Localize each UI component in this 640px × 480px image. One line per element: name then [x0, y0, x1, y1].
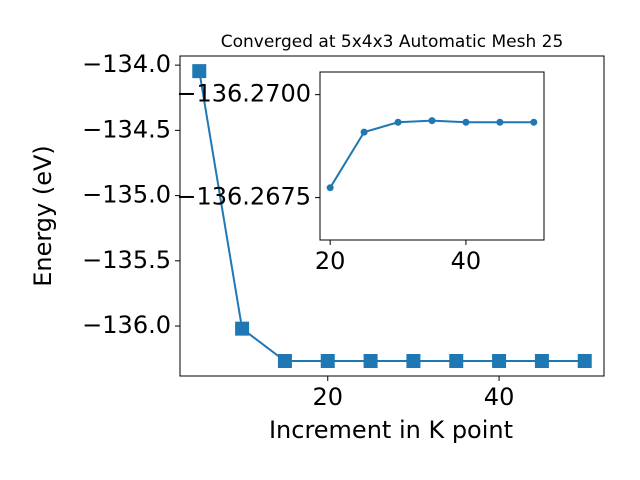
marker	[360, 128, 368, 136]
y-tick-label: −136.0	[82, 311, 171, 339]
marker	[326, 184, 334, 192]
marker	[363, 353, 378, 368]
y-tick-label: −134.0	[82, 50, 171, 78]
marker	[530, 118, 538, 126]
x-axis-label: Increment in K point	[269, 416, 513, 444]
marker	[428, 117, 436, 125]
x-tick-label: 40	[484, 383, 515, 411]
x-tick-label: 20	[315, 247, 346, 275]
marker	[449, 353, 464, 368]
marker	[320, 353, 335, 368]
chart-title: Converged at 5x4x3 Automatic Mesh 25	[221, 32, 564, 52]
marker	[496, 118, 504, 126]
x-tick-label: 40	[451, 247, 482, 275]
y-tick-label: −135.5	[82, 246, 171, 274]
y-tick-label: −136.2675	[176, 183, 311, 211]
y-tick-label: −136.2700	[176, 80, 311, 108]
marker	[235, 321, 250, 336]
marker	[462, 118, 470, 126]
marker	[192, 64, 207, 79]
marker	[406, 353, 421, 368]
marker	[492, 353, 507, 368]
series-line	[198, 70, 585, 362]
y-tick-label: −134.5	[82, 115, 171, 143]
y-axis-label: Energy (eV)	[29, 145, 57, 287]
marker	[394, 118, 402, 126]
marker	[577, 353, 592, 368]
marker	[534, 353, 549, 368]
x-tick-label: 20	[312, 383, 343, 411]
y-tick-label: −135.0	[82, 181, 171, 209]
marker	[277, 353, 292, 368]
plot-area	[319, 71, 545, 241]
